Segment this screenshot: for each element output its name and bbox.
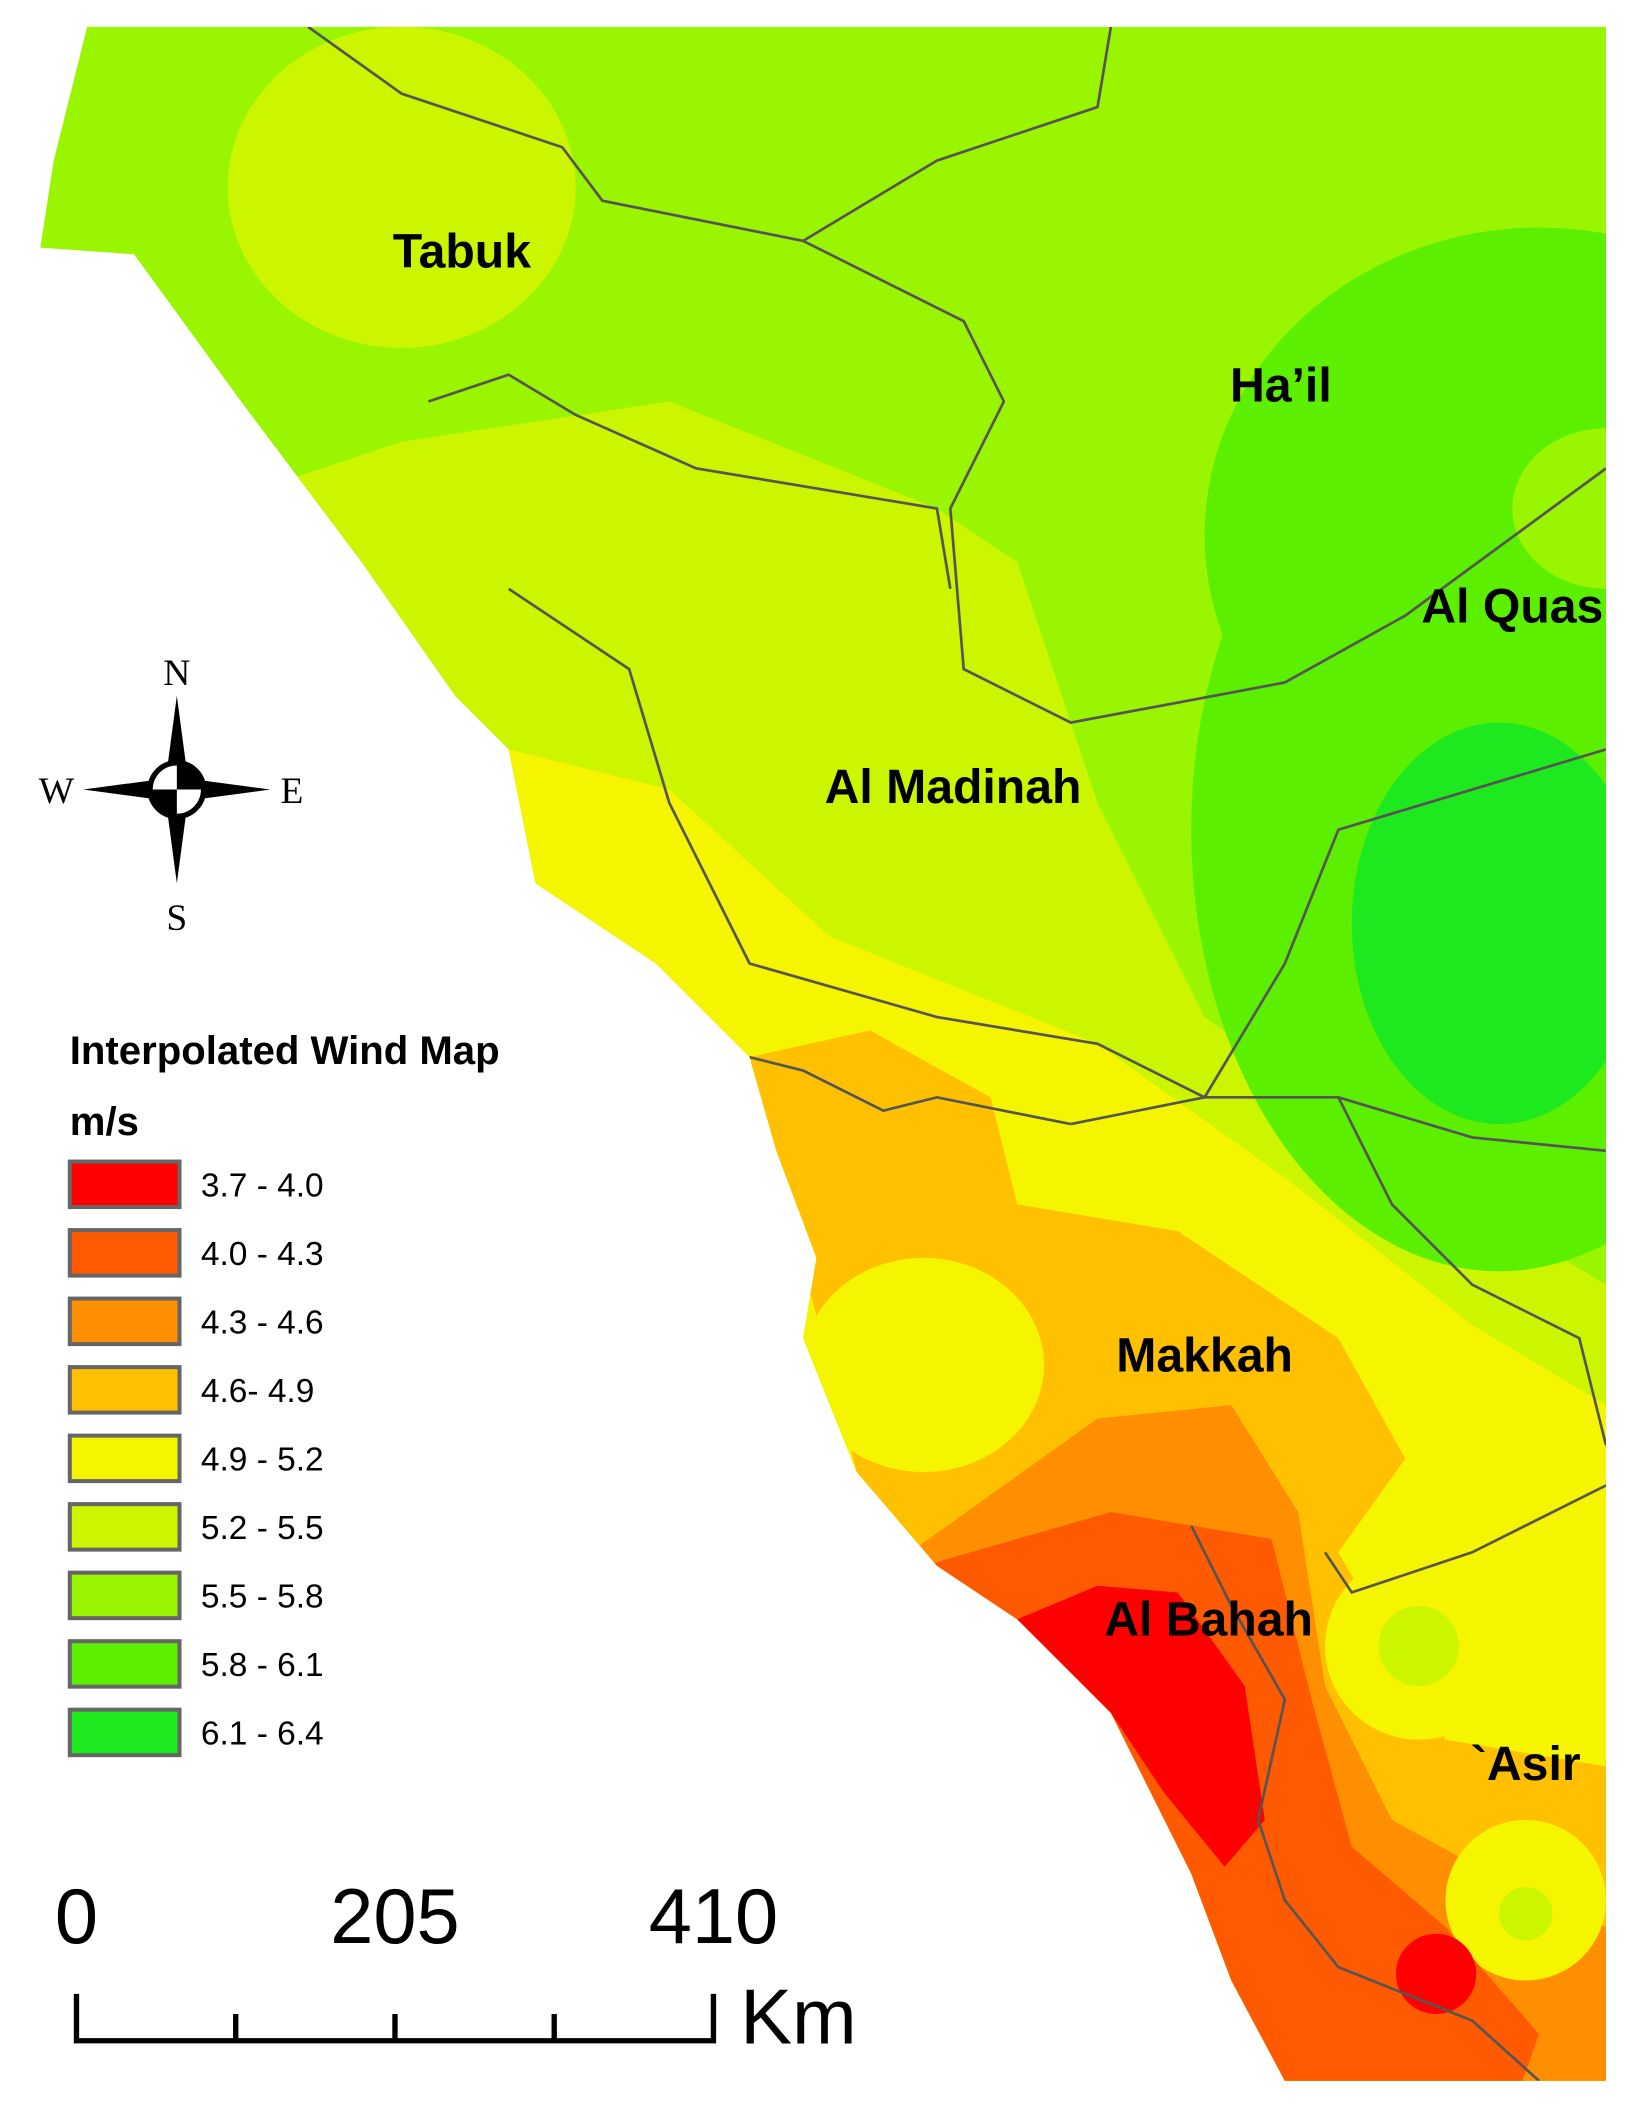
legend-label: 4.0 - 4.3 <box>201 1236 324 1273</box>
legend-label: 5.8 - 6.1 <box>201 1647 324 1684</box>
boundary <box>507 587 1607 1100</box>
legend-swatch <box>67 1570 182 1621</box>
boundary <box>749 1055 1072 1126</box>
boundaries <box>307 26 1607 2081</box>
region-label: Al Madinah <box>825 760 1082 814</box>
legend-swatch <box>67 1365 182 1415</box>
compass: N S W E <box>39 653 304 939</box>
region-label: `Asir <box>1471 1737 1581 1791</box>
region-labels: Tabuk Ha’il Al Quas Al Madinah Makkah Al Baha… <box>393 225 1604 1791</box>
legend-swatch <box>67 1296 182 1347</box>
region-label: Al Bahah <box>1104 1592 1313 1646</box>
legend: 3.7 - 4.0 4.0 - 4.3 4.3 - 4.6 4.6- 4.9 4.9 -… <box>67 1159 324 1758</box>
legend-swatch <box>67 1639 182 1689</box>
boundary <box>427 373 952 590</box>
scale-unit: Km <box>740 1974 856 2060</box>
boundary <box>1189 1524 1541 2081</box>
boundary <box>1337 1096 1607 1446</box>
legend-label: 5.5 - 5.8 <box>201 1578 324 1615</box>
boundary <box>307 26 1607 725</box>
scale-line <box>73 1993 717 2044</box>
zone <box>1395 1933 1477 2014</box>
legend-label: 4.3 - 4.6 <box>201 1304 324 1341</box>
legend-swatch <box>67 1707 182 1758</box>
legend-label: 4.9 - 5.2 <box>201 1441 324 1478</box>
region-label: Makkah <box>1116 1329 1293 1383</box>
region-label: Ha’il <box>1230 358 1332 412</box>
legend-swatch <box>67 1159 182 1210</box>
scale-label: 0 <box>55 1874 98 1960</box>
zone <box>1378 1605 1459 1687</box>
region-label: Tabuk <box>393 225 531 279</box>
region-label: Al Quas <box>1421 579 1603 633</box>
compass-rose <box>150 762 204 817</box>
legend-label: 4.6- 4.9 <box>201 1373 314 1410</box>
legend-title: Interpolated Wind Map <box>70 1028 500 1073</box>
compass-n: N <box>163 653 190 694</box>
legend-label: 5.2 - 5.5 <box>201 1510 324 1547</box>
legend-swatch <box>67 1502 182 1552</box>
legend-label: 6.1 - 6.4 <box>201 1715 324 1752</box>
legend-units: m/s <box>70 1099 139 1144</box>
boundary <box>1323 1484 1607 1595</box>
legend-swatch <box>67 1433 182 1484</box>
zone <box>1351 722 1607 1125</box>
compass-e: E <box>280 771 303 812</box>
zone <box>803 1257 1044 1473</box>
scale-label: 410 <box>649 1874 779 1960</box>
zone <box>1498 1886 1553 1941</box>
legend-label: 3.7 - 4.0 <box>201 1167 324 1204</box>
zone <box>227 26 576 348</box>
scale-bar: 0 205 410 Km <box>55 1874 857 2060</box>
zone <box>1017 1585 1265 1867</box>
zone <box>1512 428 1607 589</box>
legend-swatch <box>67 1228 182 1278</box>
compass-s: S <box>166 898 187 939</box>
scale-label: 205 <box>330 1874 460 1960</box>
compass-w: W <box>39 771 75 812</box>
boundary <box>802 26 1113 243</box>
